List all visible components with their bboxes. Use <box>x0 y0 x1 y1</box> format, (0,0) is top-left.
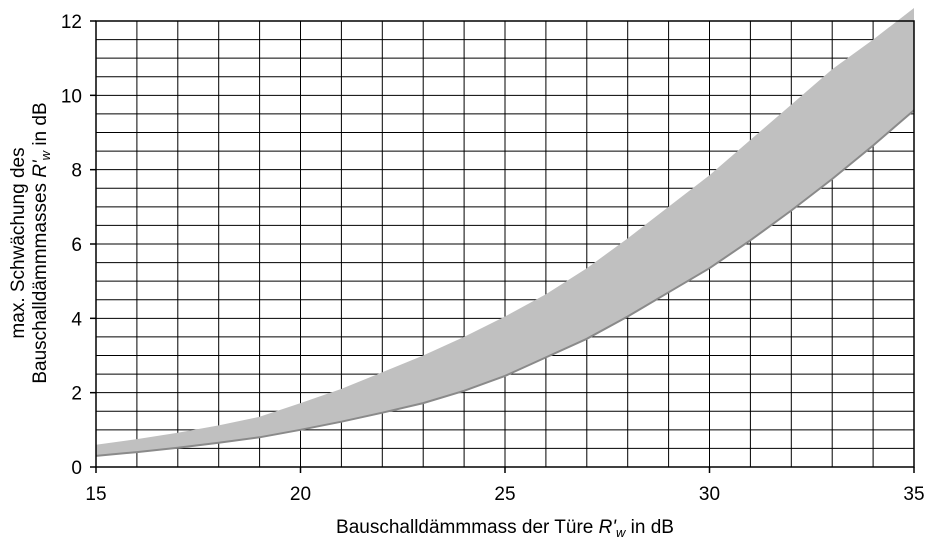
tick-layer: 15 20 25 30 35 0 2 4 6 8 10 12 <box>61 12 925 505</box>
x-tick-label: 20 <box>290 484 311 505</box>
x-axis-title-symbol: R' <box>599 517 618 538</box>
y-axis-title-line2-unit: in dB <box>30 102 51 151</box>
x-axis-title: Bauschalldämmmass der Türe R'w in dB <box>336 517 674 540</box>
x-tick-label: 25 <box>494 484 515 505</box>
y-axis-title-line2-symbol: R' <box>30 159 51 178</box>
y-tick-label: 2 <box>71 384 82 405</box>
x-tick-label: 30 <box>699 484 720 505</box>
y-tick-label: 4 <box>71 309 82 330</box>
y-tick-label: 8 <box>71 161 82 182</box>
y-axis-title-line2: Bauschalldämmmasses R'w in dB <box>30 102 53 383</box>
y-tick-label: 0 <box>71 458 82 479</box>
range-band-lower-edge <box>95 109 915 457</box>
band-layer <box>95 8 915 457</box>
y-axis-title-line2-main: Bauschalldämmmasses <box>30 178 51 384</box>
range-band <box>96 8 914 456</box>
y-tick-label: 6 <box>71 235 82 256</box>
x-tick-label: 15 <box>85 484 106 505</box>
x-axis-title-main: Bauschalldämmmass der Türe <box>336 517 599 538</box>
x-tick-label: 35 <box>903 484 924 505</box>
y-axis-title-line2-subscript: w <box>38 149 53 160</box>
x-axis-title-subscript: w <box>616 525 627 540</box>
x-axis-title-unit: in dB <box>625 517 674 538</box>
grid-layer <box>96 21 914 467</box>
y-axis-title: max. Schwächung des Bauschalldämmmasses … <box>8 102 53 383</box>
y-tick-label: 12 <box>61 12 82 33</box>
y-tick-label: 10 <box>61 86 82 107</box>
y-axis-title-line1: max. Schwächung des <box>8 147 29 338</box>
